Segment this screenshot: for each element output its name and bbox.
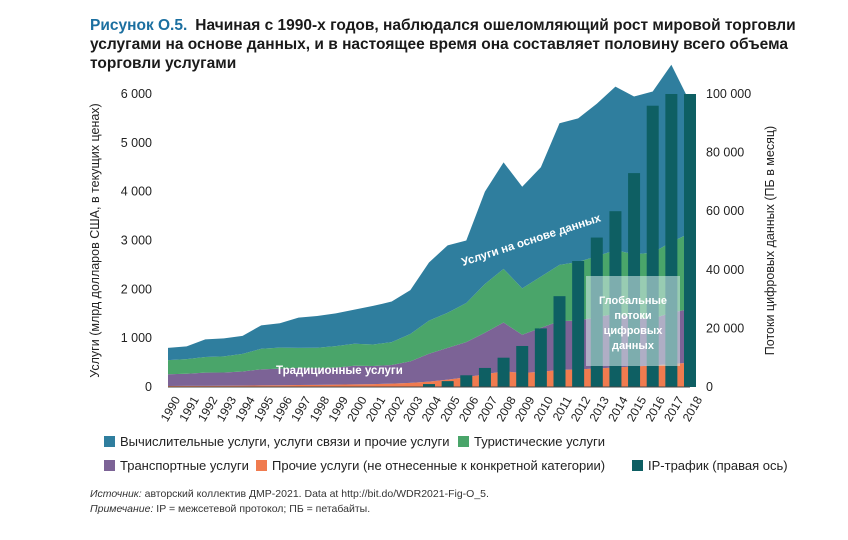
y-left-tick-label: 0	[145, 380, 152, 394]
ip-traffic-bar	[534, 328, 547, 387]
y-left-tick-label: 3 000	[121, 234, 152, 248]
chart-title: Рисунок O.5. Начиная с 1990-х годов, набл…	[90, 16, 830, 73]
chart-canvas: 0 1 000 2 000 3 000 4 000 5 000 6 000 0 20 000 40…	[88, 64, 777, 424]
ip-traffic-bar	[684, 94, 696, 387]
ip-traffic-bar	[441, 381, 454, 387]
legend-label: Транспортные услуги	[120, 458, 249, 473]
y-left-tick-label: 2 000	[121, 282, 152, 296]
y-right-tick-label: 80 000	[706, 146, 744, 160]
ip-traffic-bar	[478, 367, 491, 387]
source-label: Источник:	[90, 488, 142, 500]
legend-swatch	[632, 460, 643, 471]
y-left-tick-label: 4 000	[121, 185, 152, 199]
source-note: Источник: авторский коллектив ДМР-2021. …	[90, 487, 489, 502]
ip-traffic-bar	[553, 296, 566, 387]
y-left-axis-title: Услуги (млрд долларов США, в текущих цен…	[88, 103, 102, 377]
y-right-tick-label: 0	[706, 380, 713, 394]
y-left-tick-label: 1 000	[121, 331, 152, 345]
note-label: Примечание:	[90, 503, 154, 515]
y-left-tick-label: 6 000	[121, 87, 152, 101]
y-right-axis-title: Потоки цифровых данных (ПБ в месяц)	[763, 126, 777, 355]
y-right-tick-label: 60 000	[706, 204, 744, 218]
legend-swatch	[104, 436, 115, 447]
legend-item: Транспортные услуги	[104, 458, 249, 473]
y-left-tick-label: 5 000	[121, 136, 152, 150]
figure-label: Рисунок O.5.	[90, 17, 188, 34]
legend-label: Туристические услуги	[474, 434, 606, 449]
annotation-digital-flows-line: цифровых	[604, 325, 664, 337]
legend-item: Прочие услуги (не отнесенные к конкретно…	[256, 458, 605, 473]
axes: 0 1 000 2 000 3 000 4 000 5 000 6 000 0 20 000 40…	[88, 87, 777, 424]
legend-swatch	[256, 460, 267, 471]
figure-title-text: Начиная с 1990-х годов, наблюдался ошело…	[90, 17, 796, 72]
legend-swatch	[104, 460, 115, 471]
y-right-tick-label: 20 000	[706, 321, 744, 335]
ip-traffic-bar	[572, 261, 585, 387]
ip-traffic-bar	[497, 357, 510, 387]
ip-traffic-bar	[423, 384, 435, 387]
annotation-traditional-services: Традиционные услуги	[276, 365, 403, 377]
legend-item: Туристические услуги	[458, 434, 605, 449]
abbreviation-note: Примечание: IP = межсетевой протокол; ПБ…	[90, 502, 489, 517]
legend-swatch	[458, 436, 469, 447]
annotation-digital-flows-line: данных	[612, 340, 655, 352]
legend-item: Вычислительные услуги, услуги связи и пр…	[104, 434, 450, 449]
legend-item: IP-трафик (правая ось)	[632, 458, 788, 473]
area-series-2	[168, 233, 690, 375]
annotation-digital-flows-line: Глобальные	[599, 295, 667, 307]
x-tick-label: 2018	[680, 394, 706, 424]
legend-label: Вычислительные услуги, услуги связи и пр…	[120, 434, 450, 449]
notes: Источник: авторский коллектив ДМР-2021. …	[90, 487, 489, 517]
legend-label: IP-трафик (правая ось)	[648, 458, 788, 473]
ip-traffic-bar	[460, 375, 473, 387]
area-series-3	[168, 64, 690, 361]
annotation-box	[586, 276, 680, 366]
ip-traffic-bar	[516, 345, 529, 387]
y-right-tick-label: 40 000	[706, 263, 744, 277]
annotation-digital-flows-line: потоки	[614, 310, 651, 322]
x-tick-label: 2010	[531, 394, 557, 424]
y-right-tick-label: 100 000	[706, 87, 751, 101]
source-text: авторский коллектив ДМР-2021. Data at ht…	[141, 488, 489, 500]
legend-label: Прочие услуги (не отнесенные к конкретно…	[272, 458, 606, 473]
note-text: IP = межсетевой протокол; ПБ = петабайты…	[153, 503, 371, 515]
